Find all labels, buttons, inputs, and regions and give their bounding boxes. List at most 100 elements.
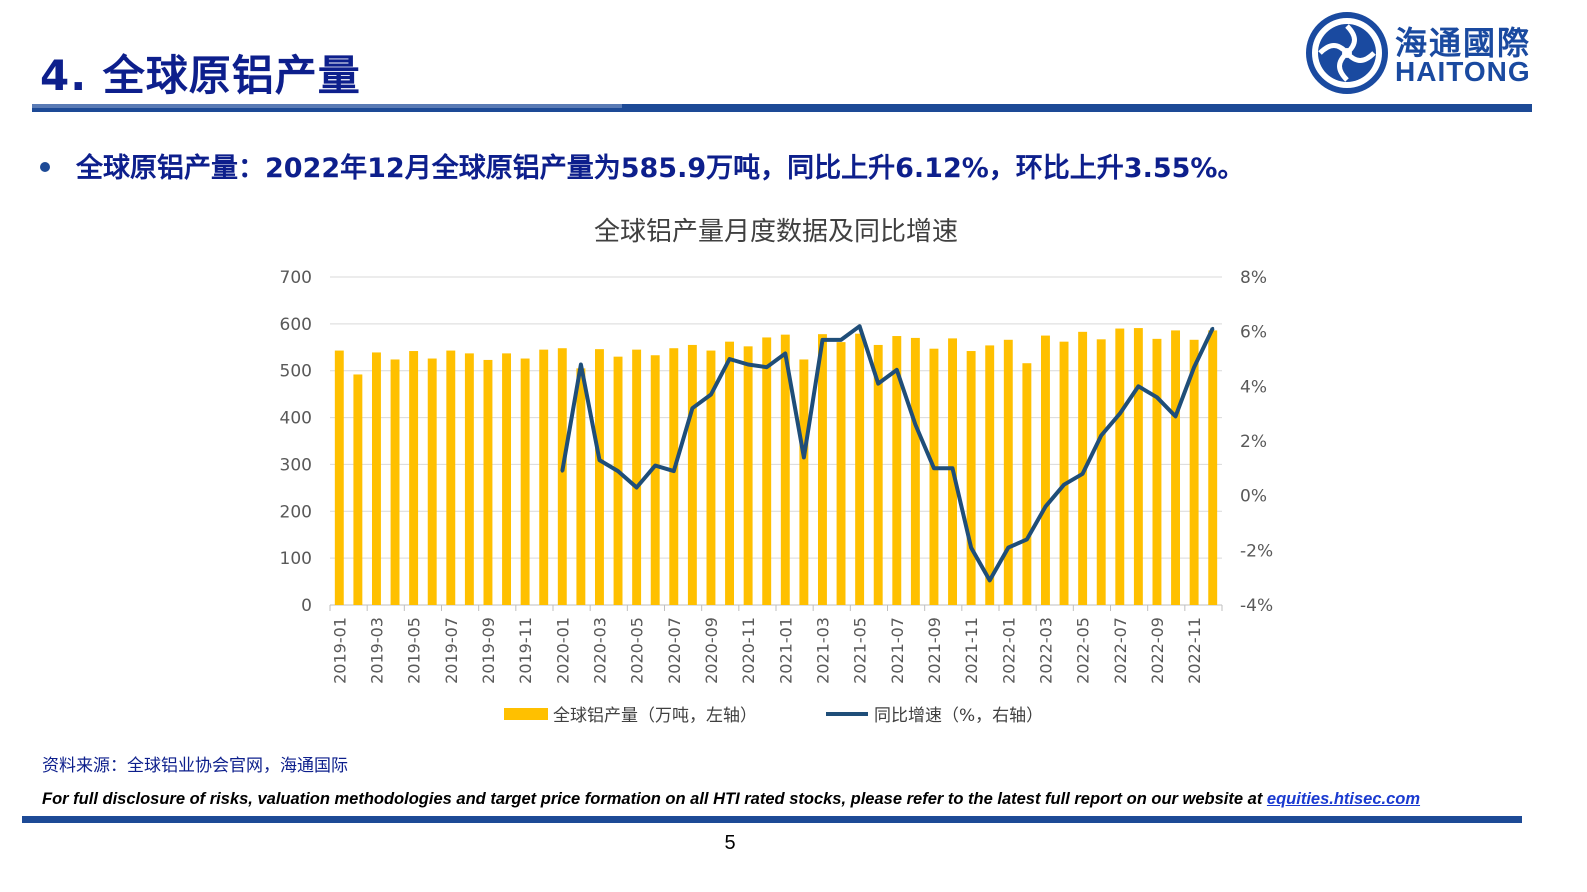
- bar: [892, 336, 902, 605]
- x-axis: 2019-01 2019-03 2019-05 2019-07 2019-09 2019-…: [329, 605, 1223, 684]
- disclaimer-text: For full disclosure of risks, valuation …: [42, 790, 1267, 808]
- summary-text: 全球原铝产量：2022年12月全球原铝产量为585.9万吨，同比上升6.12%，…: [76, 153, 1245, 184]
- left-tick-label: 700: [280, 268, 312, 288]
- right-tick-label: 8%: [1240, 268, 1267, 288]
- header-divider: [32, 104, 1532, 112]
- x-tick-label: 2020-01: [553, 617, 572, 684]
- bar: [799, 359, 809, 605]
- bar: [409, 351, 419, 605]
- bar: [687, 344, 697, 605]
- x-tick-label: 2022-03: [1036, 617, 1055, 684]
- x-tick-label: 2021-07: [888, 617, 907, 684]
- bar: [1078, 331, 1088, 605]
- line-point: [616, 469, 620, 473]
- x-tick-label: 2020-07: [665, 617, 684, 684]
- bar: [483, 359, 493, 605]
- line-point: [1062, 483, 1066, 487]
- right-tick-label: -4%: [1240, 596, 1273, 616]
- right-tick-label: 0%: [1240, 487, 1267, 507]
- line-point: [932, 466, 936, 470]
- bar: [427, 358, 437, 605]
- line-point: [1025, 537, 1029, 541]
- bar: [873, 344, 883, 605]
- bar: [446, 350, 456, 605]
- bar: [594, 349, 604, 605]
- x-tick-label: 2022-05: [1074, 617, 1093, 684]
- bar: [464, 353, 474, 605]
- bar-series: [334, 328, 1218, 605]
- x-tick-label: 2022-11: [1185, 617, 1204, 684]
- page-number: 5: [724, 832, 736, 854]
- line-point: [1118, 412, 1122, 416]
- line-point: [709, 393, 713, 397]
- bar: [557, 348, 567, 605]
- line-point: [802, 455, 806, 459]
- right-tick-label: -2%: [1240, 541, 1273, 561]
- bar: [836, 342, 846, 605]
- line-point: [820, 338, 824, 342]
- line-point: [783, 352, 787, 356]
- legend-bar-swatch: [504, 708, 548, 720]
- x-tick-label: 2020-05: [628, 617, 647, 684]
- x-tick-label: 2019-11: [516, 617, 535, 684]
- bar: [632, 349, 642, 605]
- chart-legend: 全球铝产量（万吨，左轴） 同比增速（%，右轴）: [504, 706, 1043, 726]
- right-axis: -4% -2% 0% 2% 4% 6% 8%: [1240, 268, 1273, 616]
- bar: [390, 359, 400, 605]
- bar: [669, 348, 679, 605]
- page-title: 4. 全球原铝产量: [40, 51, 361, 100]
- website-link[interactable]: equities.htisec.com: [1266, 790, 1421, 808]
- left-tick-label: 500: [280, 362, 312, 382]
- bar: [650, 355, 660, 605]
- line-point: [988, 578, 992, 582]
- bar: [725, 341, 735, 605]
- line-point: [1211, 326, 1215, 330]
- line-point: [690, 406, 694, 410]
- line-point: [653, 464, 657, 468]
- bar: [1171, 330, 1181, 605]
- line-point: [951, 466, 955, 470]
- bar: [1022, 363, 1032, 605]
- bar: [985, 345, 995, 605]
- haitong-logo: 海通國際 HAITONG: [1305, 12, 1545, 94]
- x-tick-label: 2020-09: [702, 617, 721, 684]
- right-tick-label: 6%: [1240, 323, 1267, 343]
- x-tick-label: 2021-01: [776, 617, 795, 684]
- bar: [520, 358, 530, 605]
- chart-title: 全球铝产量月度数据及同比增速: [594, 217, 958, 247]
- bar: [817, 334, 827, 605]
- x-tick-label: 2022-09: [1148, 617, 1167, 684]
- chart-gridlines: [330, 276, 1222, 606]
- line-point: [1174, 414, 1178, 418]
- left-tick-label: 600: [280, 315, 312, 335]
- legend-bar-label: 全球铝产量（万吨，左轴）: [553, 706, 757, 726]
- bar: [1059, 341, 1069, 605]
- bar: [1040, 335, 1050, 605]
- line-point: [728, 357, 732, 361]
- bar: [539, 349, 549, 605]
- line-point: [1155, 395, 1159, 399]
- logo-text-en: HAITONG: [1395, 56, 1531, 87]
- line-series: [560, 324, 1215, 583]
- line-point: [1099, 434, 1103, 438]
- line-point: [895, 368, 899, 372]
- line-point: [579, 362, 583, 366]
- line-point: [765, 365, 769, 369]
- line-point: [597, 458, 601, 462]
- bar: [780, 334, 790, 605]
- bar: [353, 374, 363, 605]
- bar: [502, 353, 512, 605]
- bar: [966, 351, 976, 605]
- x-tick-label: 2020-11: [739, 617, 758, 684]
- x-tick-label: 2019-01: [330, 617, 349, 684]
- bar: [371, 352, 381, 605]
- line-point: [876, 382, 880, 386]
- line-path: [560, 324, 1215, 583]
- bar: [855, 333, 865, 605]
- line-point: [746, 362, 750, 366]
- line-point: [1192, 365, 1196, 369]
- line-point: [839, 338, 843, 342]
- x-tick-label: 2019-03: [367, 617, 386, 684]
- legend-line-label: 同比增速（%，右轴）: [874, 706, 1043, 726]
